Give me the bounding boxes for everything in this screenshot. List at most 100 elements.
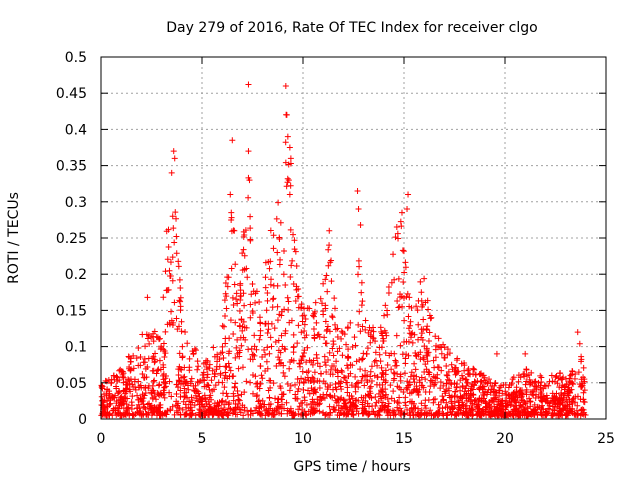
data-point: [457, 387, 464, 394]
data-point: [103, 392, 110, 399]
data-point: [298, 375, 305, 382]
data-point: [273, 215, 280, 222]
data-point: [301, 347, 308, 354]
data-point: [570, 395, 577, 402]
data-point: [475, 401, 482, 408]
data-point: [160, 387, 167, 394]
data-point: [166, 321, 173, 328]
data-point: [309, 361, 316, 368]
data-point: [256, 397, 263, 404]
data-point: [361, 382, 368, 389]
data-point: [443, 399, 450, 406]
data-point: [281, 345, 288, 352]
data-point: [576, 340, 583, 347]
data-point: [324, 323, 331, 330]
y-tick-label: 0: [78, 412, 87, 428]
data-point: [533, 391, 540, 398]
data-point: [402, 259, 409, 266]
data-point: [294, 388, 301, 395]
data-point: [310, 405, 317, 412]
data-point: [548, 372, 555, 379]
data-point: [239, 250, 246, 257]
data-point: [167, 407, 174, 414]
data-point: [419, 336, 426, 343]
data-point: [448, 361, 455, 368]
data-point: [335, 396, 342, 403]
data-point: [230, 393, 237, 400]
data-point: [160, 294, 167, 301]
data-point: [359, 356, 366, 363]
data-point: [374, 374, 381, 381]
data-point: [150, 338, 157, 345]
data-point: [313, 351, 320, 358]
data-point: [188, 394, 195, 401]
data-point: [228, 209, 235, 216]
data-point: [352, 373, 359, 380]
data-point: [169, 254, 176, 261]
data-point: [430, 382, 437, 389]
data-point: [396, 384, 403, 391]
data-point: [404, 206, 411, 213]
data-point: [510, 412, 517, 419]
data-point: [118, 368, 125, 375]
data-point: [282, 82, 289, 89]
data-point: [392, 359, 399, 366]
data-point: [424, 352, 431, 359]
data-point: [425, 337, 432, 344]
data-point: [287, 408, 294, 415]
data-point: [344, 379, 351, 386]
data-point: [189, 410, 196, 417]
data-point: [98, 382, 105, 389]
data-point: [515, 378, 522, 385]
data-point: [323, 272, 330, 279]
data-point: [479, 407, 486, 414]
data-point: [124, 382, 131, 389]
data-point: [559, 382, 566, 389]
data-point: [166, 378, 173, 385]
data-point: [336, 345, 343, 352]
data-point: [292, 248, 299, 255]
data-point: [431, 412, 438, 419]
data-point: [305, 377, 312, 384]
data-point: [448, 400, 455, 407]
data-point: [286, 365, 293, 372]
data-point: [412, 352, 419, 359]
data-point: [171, 299, 178, 306]
data-point: [367, 368, 374, 375]
data-point: [252, 299, 259, 306]
data-point: [516, 392, 523, 399]
data-point: [451, 392, 458, 399]
data-point: [160, 376, 167, 383]
data-point: [224, 283, 231, 290]
data-point: [379, 332, 386, 339]
data-point: [221, 323, 228, 330]
data-point: [114, 410, 121, 417]
data-point: [553, 372, 560, 379]
data-point: [523, 378, 530, 385]
data-point: [178, 328, 185, 335]
data-point: [395, 407, 402, 414]
data-point: [395, 275, 402, 282]
data-point: [295, 385, 302, 392]
data-point: [106, 411, 113, 418]
data-point: [230, 373, 237, 380]
data-point: [290, 357, 297, 364]
data-point: [445, 368, 452, 375]
data-point: [275, 396, 282, 403]
x-tick-label: 20: [496, 431, 514, 447]
data-point: [395, 304, 402, 311]
y-tick-label: 0.35: [56, 159, 87, 175]
data-point: [240, 233, 247, 240]
data-point: [400, 388, 407, 395]
data-point: [440, 382, 447, 389]
data-point: [388, 279, 395, 286]
data-point: [130, 384, 137, 391]
data-point: [142, 343, 149, 350]
data-point: [397, 342, 404, 349]
data-point: [372, 338, 379, 345]
data-point: [328, 278, 335, 285]
data-point: [135, 344, 142, 351]
data-point: [138, 398, 145, 405]
data-point: [289, 257, 296, 264]
data-point: [543, 392, 550, 399]
